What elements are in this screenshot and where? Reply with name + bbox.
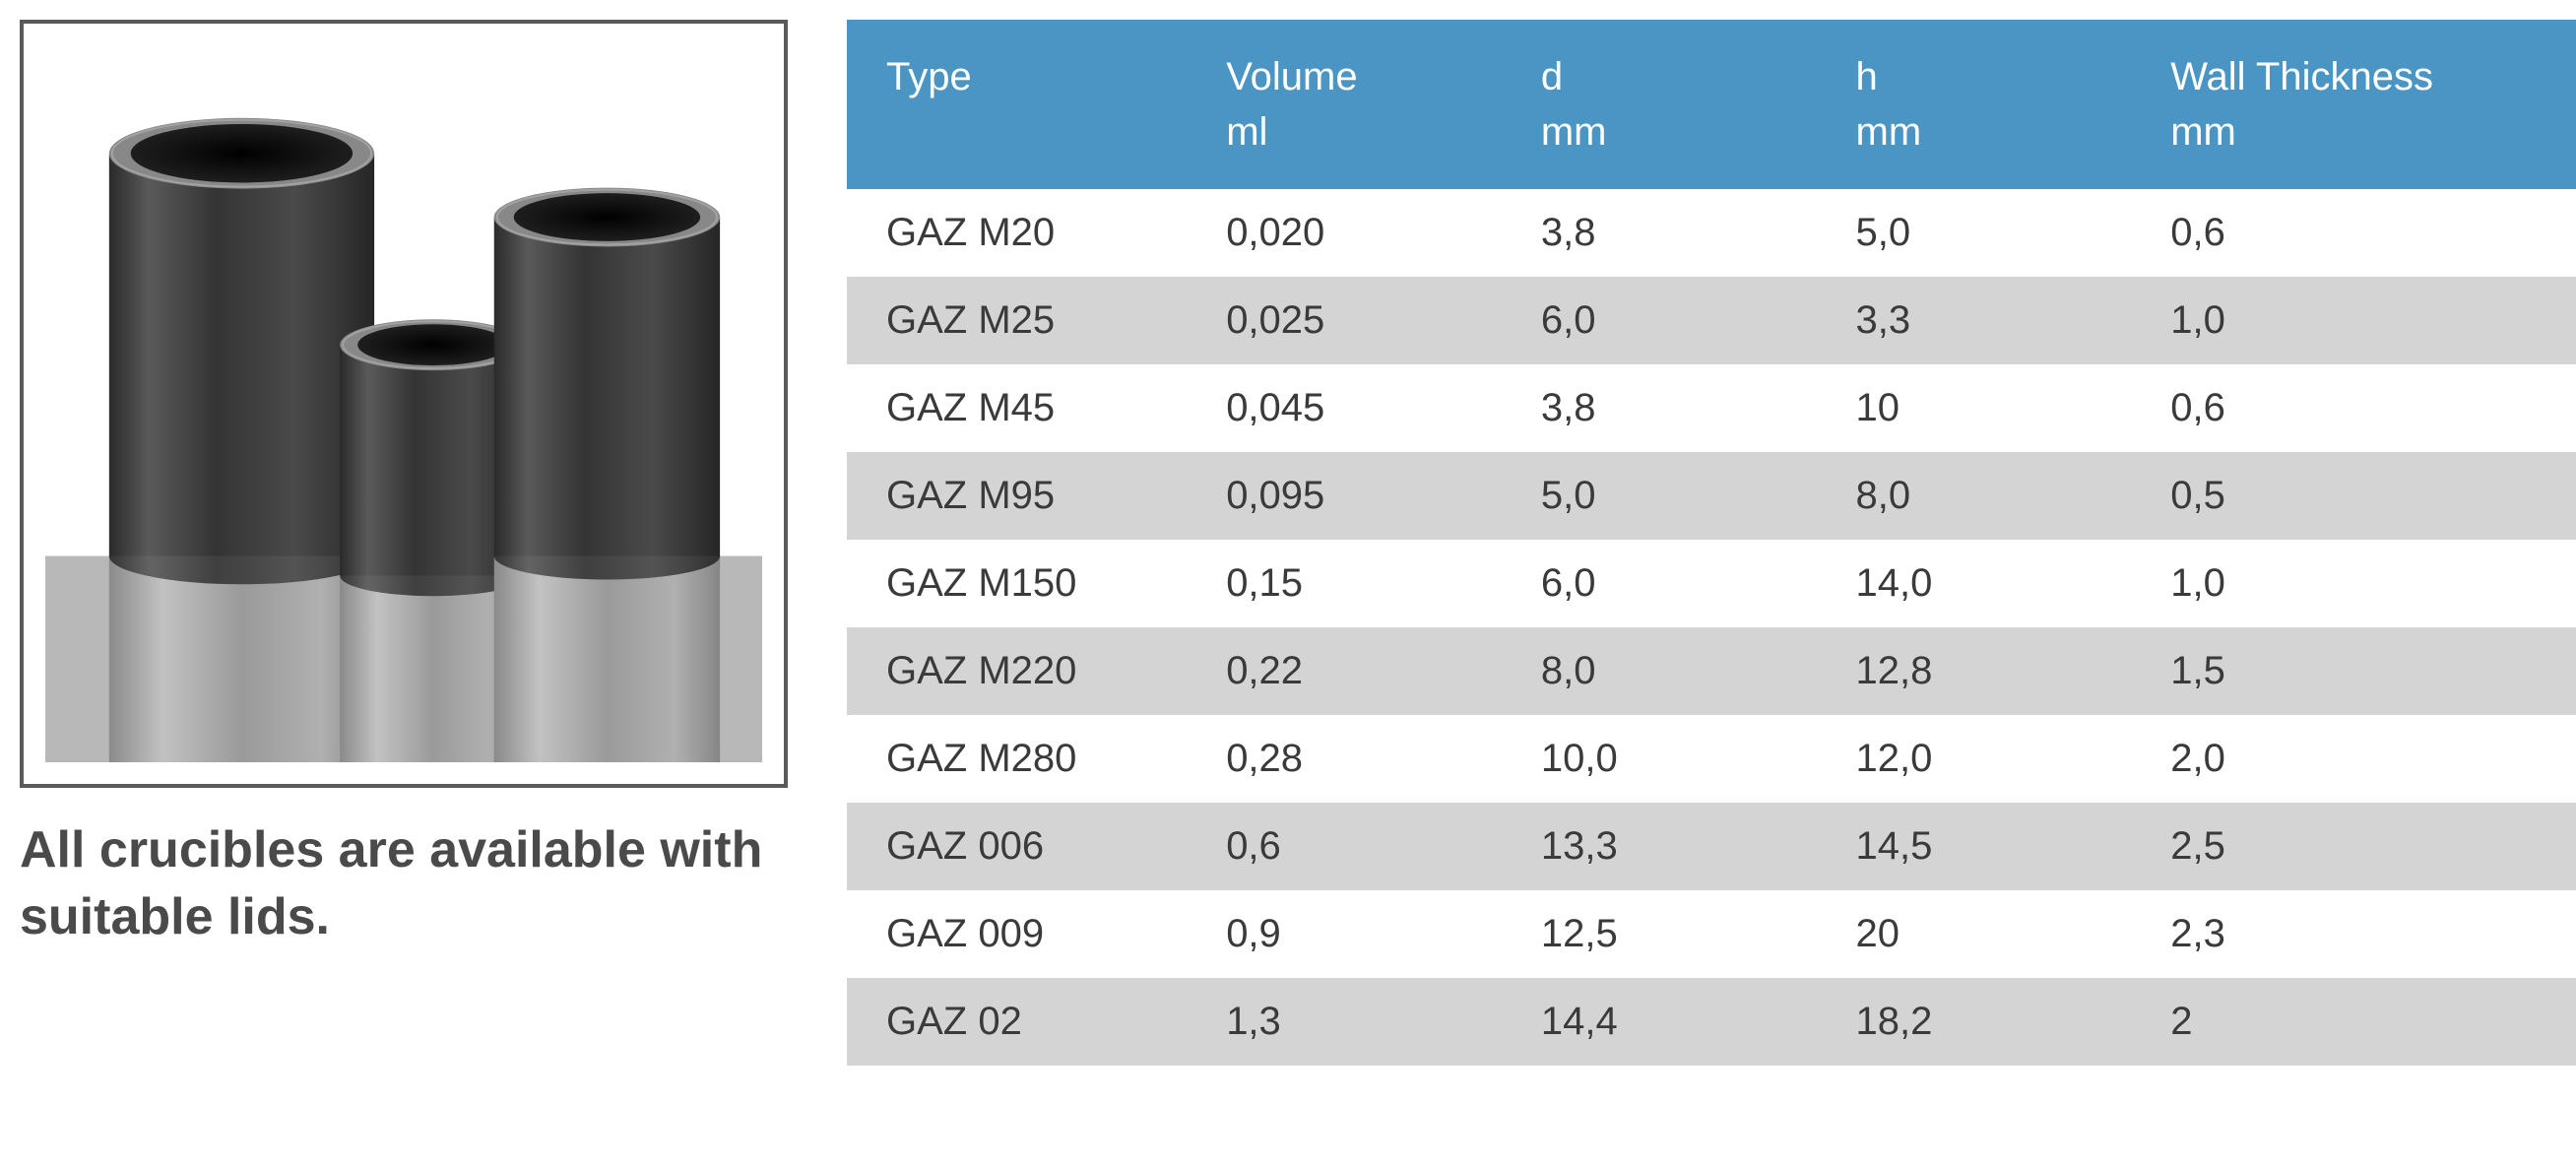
table-cell-type: GAZ M220 [847, 627, 1196, 715]
table-row: GAZ 0090,912,5202,3 [847, 890, 2576, 978]
table-cell-wt: 0,6 [2141, 189, 2576, 277]
table-row: GAZ M450,0453,8100,6 [847, 364, 2576, 452]
col-sublabel: mm [1856, 110, 1922, 154]
crucible-2 [494, 188, 720, 762]
col-sublabel: mm [1541, 110, 1607, 154]
col-label: d [1541, 55, 1563, 98]
col-label: h [1856, 55, 1878, 98]
table-cell-wt: 2,0 [2141, 715, 2576, 803]
table-row: GAZ 0060,613,314,52,5 [847, 803, 2576, 890]
page-container: All crucibles are available with suitabl… [20, 20, 2576, 1066]
table-cell-d: 5,0 [1512, 452, 1827, 540]
table-cell-d: 6,0 [1512, 277, 1827, 364]
table-row: GAZ M950,0955,08,00,5 [847, 452, 2576, 540]
table-cell-type: GAZ M20 [847, 189, 1196, 277]
table-cell-vol: 1,3 [1196, 978, 1512, 1066]
table-cell-d: 8,0 [1512, 627, 1827, 715]
table-cell-type: GAZ 02 [847, 978, 1196, 1066]
table-cell-vol: 0,28 [1196, 715, 1512, 803]
table-cell-wt: 1,0 [2141, 540, 2576, 627]
table-cell-h: 14,5 [1827, 803, 2142, 890]
table-cell-wt: 2,5 [2141, 803, 2576, 890]
crucibles-illustration [45, 45, 762, 762]
table-cell-d: 3,8 [1512, 189, 1827, 277]
table-row: GAZ M1500,156,014,01,0 [847, 540, 2576, 627]
table-cell-d: 3,8 [1512, 364, 1827, 452]
left-panel: All crucibles are available with suitabl… [20, 20, 788, 950]
table-cell-d: 6,0 [1512, 540, 1827, 627]
col-sublabel: ml [1226, 110, 1267, 154]
crucible-0 [109, 118, 374, 762]
table-cell-vol: 0,045 [1196, 364, 1512, 452]
table-cell-vol: 0,22 [1196, 627, 1512, 715]
table-cell-h: 18,2 [1827, 978, 2142, 1066]
crucibles-group [109, 118, 720, 762]
table-cell-wt: 0,6 [2141, 364, 2576, 452]
table-cell-h: 14,0 [1827, 540, 2142, 627]
table-cell-wt: 2 [2141, 978, 2576, 1066]
table-row: GAZ M2200,228,012,81,5 [847, 627, 2576, 715]
table-cell-type: GAZ M150 [847, 540, 1196, 627]
table-cell-type: GAZ M95 [847, 452, 1196, 540]
col-sublabel: mm [2170, 110, 2236, 154]
table-cell-h: 10 [1827, 364, 2142, 452]
table-cell-h: 3,3 [1827, 277, 2142, 364]
table-cell-wt: 1,0 [2141, 277, 2576, 364]
table-row: GAZ M250,0256,03,31,0 [847, 277, 2576, 364]
table-cell-h: 5,0 [1827, 189, 2142, 277]
right-panel: Type Volume ml d mm h mm Wal [847, 20, 2576, 1066]
table-cell-type: GAZ 009 [847, 890, 1196, 978]
table-cell-vol: 0,095 [1196, 452, 1512, 540]
table-cell-h: 8,0 [1827, 452, 2142, 540]
table-row: GAZ 021,314,418,22 [847, 978, 2576, 1066]
col-label: Wall Thickness [2170, 55, 2433, 98]
table-row: GAZ M200,0203,85,00,6 [847, 189, 2576, 277]
table-cell-d: 13,3 [1512, 803, 1827, 890]
table-cell-wt: 1,5 [2141, 627, 2576, 715]
table-row: GAZ M2800,2810,012,02,0 [847, 715, 2576, 803]
table-cell-type: GAZ M25 [847, 277, 1196, 364]
col-header-wall-thickness: Wall Thickness mm [2141, 20, 2576, 189]
table-cell-vol: 0,9 [1196, 890, 1512, 978]
table-cell-vol: 0,020 [1196, 189, 1512, 277]
product-caption: All crucibles are available with suitabl… [20, 817, 788, 950]
table-cell-h: 12,0 [1827, 715, 2142, 803]
table-cell-vol: 0,025 [1196, 277, 1512, 364]
table-cell-h: 12,8 [1827, 627, 2142, 715]
table-cell-type: GAZ M45 [847, 364, 1196, 452]
col-header-volume: Volume ml [1196, 20, 1512, 189]
spec-table: Type Volume ml d mm h mm Wal [847, 20, 2576, 1066]
col-header-d: d mm [1512, 20, 1827, 189]
table-cell-d: 10,0 [1512, 715, 1827, 803]
table-cell-type: GAZ 006 [847, 803, 1196, 890]
col-label: Type [886, 55, 972, 98]
spec-table-body: GAZ M200,0203,85,00,6GAZ M250,0256,03,31… [847, 189, 2576, 1066]
col-header-h: h mm [1827, 20, 2142, 189]
col-label: Volume [1226, 55, 1357, 98]
table-cell-vol: 0,6 [1196, 803, 1512, 890]
table-cell-h: 20 [1827, 890, 2142, 978]
table-cell-wt: 2,3 [2141, 890, 2576, 978]
table-cell-type: GAZ M280 [847, 715, 1196, 803]
table-cell-d: 12,5 [1512, 890, 1827, 978]
table-cell-vol: 0,15 [1196, 540, 1512, 627]
table-cell-wt: 0,5 [2141, 452, 2576, 540]
table-cell-d: 14,4 [1512, 978, 1827, 1066]
product-image-frame [20, 20, 788, 788]
spec-table-head: Type Volume ml d mm h mm Wal [847, 20, 2576, 189]
col-header-type: Type [847, 20, 1196, 189]
